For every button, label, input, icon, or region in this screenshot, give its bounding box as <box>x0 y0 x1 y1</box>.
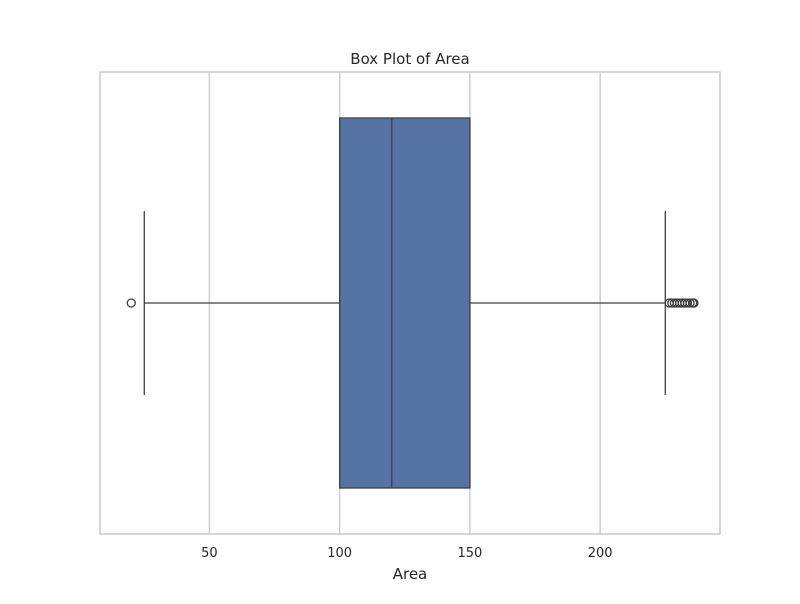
iqr-box <box>339 117 471 489</box>
x-axis-ticks: 50 100 150 200 <box>201 546 612 561</box>
x-tick-label: 50 <box>201 546 218 561</box>
x-tick-label: 150 <box>458 546 483 561</box>
x-tick-label: 100 <box>327 546 352 561</box>
outlier-point <box>126 298 136 308</box>
chart-title: Box Plot of Area <box>350 50 469 68</box>
outlier-point <box>682 298 693 308</box>
plot-frame <box>99 71 721 535</box>
x-tick-label: 200 <box>588 546 613 561</box>
box-plot <box>126 117 699 489</box>
outlier-point <box>689 298 699 308</box>
x-axis-label: Area <box>393 565 428 583</box>
outlier-point <box>685 298 695 308</box>
